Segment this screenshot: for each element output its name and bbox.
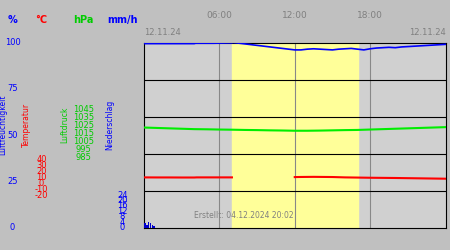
Text: 18:00: 18:00 bbox=[357, 11, 383, 20]
Text: 20: 20 bbox=[36, 166, 47, 175]
Bar bbox=[148, 222, 149, 228]
Bar bbox=[232, 42, 358, 228]
Text: 0: 0 bbox=[120, 223, 125, 232]
Text: 100: 100 bbox=[4, 38, 21, 47]
Text: -20: -20 bbox=[35, 190, 48, 200]
Text: Luftfeuchtigkeit: Luftfeuchtigkeit bbox=[0, 95, 8, 155]
Text: °C: °C bbox=[36, 15, 47, 25]
Text: 1035: 1035 bbox=[73, 112, 94, 122]
Text: Niederschlag: Niederschlag bbox=[105, 100, 114, 150]
Text: 25: 25 bbox=[7, 177, 18, 186]
Text: 06:00: 06:00 bbox=[207, 11, 232, 20]
Text: 985: 985 bbox=[75, 153, 91, 162]
Text: Luftdruck: Luftdruck bbox=[60, 107, 69, 143]
Text: 4: 4 bbox=[120, 218, 125, 226]
Text: 30: 30 bbox=[36, 160, 47, 170]
Text: 8: 8 bbox=[120, 212, 125, 221]
Text: 1045: 1045 bbox=[73, 104, 94, 114]
Text: hPa: hPa bbox=[73, 15, 94, 25]
Text: 75: 75 bbox=[7, 84, 18, 93]
Text: %: % bbox=[8, 15, 18, 25]
Text: mm/h: mm/h bbox=[107, 15, 138, 25]
Text: 995: 995 bbox=[76, 145, 91, 154]
Bar bbox=[152, 225, 153, 228]
Text: 0: 0 bbox=[10, 223, 15, 232]
Bar bbox=[146, 225, 148, 228]
Bar bbox=[150, 224, 151, 228]
Text: 40: 40 bbox=[36, 154, 47, 164]
Text: Temperatur: Temperatur bbox=[22, 103, 31, 147]
Text: 12:00: 12:00 bbox=[282, 11, 308, 20]
Bar bbox=[153, 226, 155, 228]
Text: 10: 10 bbox=[36, 172, 47, 182]
Text: 16: 16 bbox=[117, 202, 128, 210]
Text: 12: 12 bbox=[117, 207, 128, 216]
Text: 0: 0 bbox=[39, 178, 44, 188]
Text: -10: -10 bbox=[35, 184, 48, 194]
Text: 1025: 1025 bbox=[73, 121, 94, 130]
Text: 24: 24 bbox=[117, 190, 128, 200]
Text: 12.11.24: 12.11.24 bbox=[409, 28, 446, 37]
Text: 1015: 1015 bbox=[73, 129, 94, 138]
Bar bbox=[144, 224, 146, 228]
Text: 1005: 1005 bbox=[73, 137, 94, 146]
Text: 20: 20 bbox=[117, 196, 128, 205]
Text: Erstellt: 04.12.2024 20:02: Erstellt: 04.12.2024 20:02 bbox=[194, 211, 293, 220]
Text: 12.11.24: 12.11.24 bbox=[144, 28, 181, 37]
Text: 50: 50 bbox=[7, 130, 18, 140]
